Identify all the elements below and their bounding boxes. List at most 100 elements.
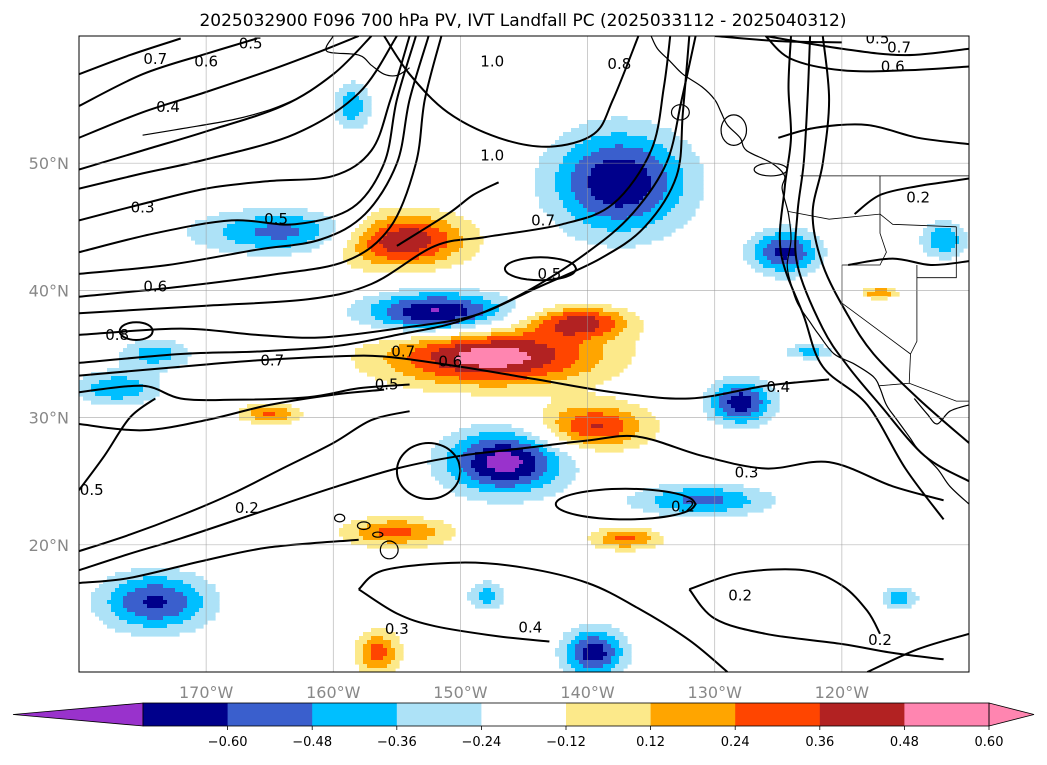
ivt-shade-cell [459, 460, 472, 465]
ivt-shade-cell [539, 164, 560, 169]
ivt-shade-cell [635, 416, 656, 421]
ivt-shade-cell [747, 408, 760, 413]
ivt-shade-cell [523, 460, 536, 465]
ivt-shade-cell [403, 372, 436, 377]
ivt-shade-cell [819, 348, 832, 353]
ivt-shade-cell [335, 96, 344, 101]
ivt-shade-cell [523, 448, 540, 453]
ivt-shade-cell [559, 168, 576, 173]
ivt-shade-cell [527, 352, 556, 357]
ivt-shade-cell [431, 356, 456, 361]
ivt-shade-cell [655, 204, 676, 209]
ivt-shade-cell [443, 436, 468, 441]
ivt-shade-cell [611, 132, 628, 137]
ivt-shade-cell [759, 260, 772, 265]
ivt-shade-cell [743, 248, 756, 253]
ivt-shade-cell [427, 244, 448, 249]
ivt-shade-cell [367, 524, 428, 529]
ivt-shade-cell [363, 104, 372, 109]
ivt-shade-cell [471, 444, 496, 449]
pv-contour-label: 0.4 [766, 378, 790, 396]
ivt-shade-cell [387, 256, 420, 261]
ivt-shade-cell [579, 124, 660, 129]
ivt-shade-cell [623, 652, 632, 657]
ivt-shade-cell [579, 632, 608, 637]
ivt-shade-cell [579, 660, 612, 665]
ivt-shade-cell [479, 596, 496, 601]
ivt-shade-cell [143, 600, 168, 605]
pv-contour-line [79, 36, 360, 139]
ivt-shade-cell [355, 364, 392, 369]
ivt-shade-cell [543, 472, 560, 477]
ivt-shade-cell [579, 344, 604, 349]
ivt-shade-cell [603, 412, 632, 417]
ivt-shade-cell [135, 612, 180, 617]
ivt-shade-cell [431, 308, 440, 313]
ivt-shade-cell [619, 408, 648, 413]
ivt-shade-cell [587, 412, 604, 417]
ivt-shade-cell [607, 652, 616, 657]
ivt-shade-cell [539, 204, 564, 209]
ivt-shade-cell [527, 324, 540, 329]
ivt-shade-cell [387, 540, 408, 545]
pv-contour-line [79, 397, 156, 491]
ivt-shade-cell [127, 608, 184, 613]
ivt-shade-cell [467, 484, 496, 489]
ivt-shade-cell [799, 240, 812, 245]
ivt-shade-cell [727, 400, 752, 405]
ivt-shade-cell [335, 112, 344, 117]
ivt-shade-cell [199, 608, 220, 613]
ivt-shade-cell [451, 488, 480, 493]
ivt-shade-cell [639, 420, 660, 425]
colorbar-segment [650, 703, 736, 726]
ivt-shade-cell [555, 432, 568, 437]
ivt-shade-cell [115, 628, 196, 633]
ivt-shade-cell [603, 352, 636, 357]
ivt-shade-cell [563, 160, 580, 165]
axis-tick-labels: 50°N 40°N 30°N 20°N 170°W 160°W 150°W 140°W 130°… [29, 154, 870, 702]
ivt-shade-cell [339, 532, 360, 537]
ivt-shade-cell [103, 620, 128, 625]
ivt-shade-cell [563, 308, 604, 313]
ivt-shade-cell [547, 464, 560, 469]
ivt-shade-cell [127, 592, 184, 597]
ivt-shade-cell [203, 604, 220, 609]
ivt-shade-cell [643, 508, 680, 513]
ivt-shade-cell [243, 208, 308, 213]
ivt-shade-cell [767, 392, 780, 397]
ivt-shade-cell [567, 660, 580, 665]
pv-contour-label: 1.0 [480, 147, 504, 165]
ivt-shade-cell [139, 380, 160, 385]
pv-contour-line [383, 36, 640, 148]
ivt-shade-cell [459, 440, 480, 445]
ivt-shade-cell [535, 180, 556, 185]
ivt-shade-cell [359, 96, 372, 101]
ivt-shade-cell [227, 224, 268, 229]
ivt-shade-cell [571, 640, 580, 645]
colorbar-segment [481, 703, 567, 726]
ivt-shade-cell [335, 116, 348, 121]
ivt-shade-cell [527, 316, 540, 321]
ivt-shade-cell [491, 588, 504, 593]
ivt-shade-cell [255, 216, 304, 221]
ivt-shade-cell [447, 296, 484, 301]
ivt-shade-cell [571, 424, 592, 429]
ivt-shade-cell [459, 464, 472, 469]
ivt-shade-cell [587, 636, 600, 641]
ivt-shade-cell [595, 212, 644, 217]
ivt-shade-cell [447, 220, 472, 225]
longitude-tick-label: 140°W [560, 683, 615, 702]
ivt-shade-cell [535, 184, 556, 189]
ivt-shade-cell [623, 440, 648, 445]
ivt-shade-cell [603, 656, 612, 661]
pv-contour-label: 0.2 [906, 189, 930, 207]
ivt-shade-cell [399, 300, 472, 305]
ivt-shade-cell [371, 648, 388, 653]
ivt-shade-cell [579, 444, 640, 449]
ivt-shade-cell [555, 324, 600, 329]
ivt-shade-cell [643, 164, 664, 169]
ivt-shade-cell [723, 488, 760, 493]
ivt-shade-cell [363, 536, 428, 541]
ivt-shade-cell [723, 496, 748, 501]
